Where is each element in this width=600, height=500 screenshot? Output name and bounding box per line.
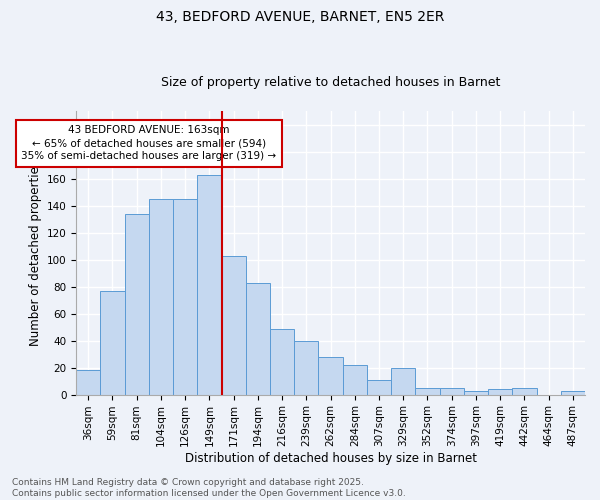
Bar	[76, 370, 100, 394]
Title: Size of property relative to detached houses in Barnet: Size of property relative to detached ho…	[161, 76, 500, 90]
Bar	[367, 380, 391, 394]
Y-axis label: Number of detached properties: Number of detached properties	[29, 160, 43, 346]
Bar	[149, 199, 173, 394]
Bar	[173, 199, 197, 394]
Bar	[221, 256, 246, 394]
Bar	[464, 390, 488, 394]
Bar	[343, 365, 367, 394]
Text: 43, BEDFORD AVENUE, BARNET, EN5 2ER: 43, BEDFORD AVENUE, BARNET, EN5 2ER	[156, 10, 444, 24]
Bar	[319, 357, 343, 395]
Bar	[391, 368, 415, 394]
Bar	[246, 282, 270, 395]
Text: Contains HM Land Registry data © Crown copyright and database right 2025.
Contai: Contains HM Land Registry data © Crown c…	[12, 478, 406, 498]
Bar	[125, 214, 149, 394]
Bar	[100, 291, 125, 395]
Bar	[440, 388, 464, 394]
Bar	[561, 390, 585, 394]
Bar	[270, 328, 294, 394]
Bar	[294, 340, 319, 394]
Bar	[415, 388, 440, 394]
X-axis label: Distribution of detached houses by size in Barnet: Distribution of detached houses by size …	[185, 452, 476, 465]
Bar	[512, 388, 536, 394]
Bar	[197, 175, 221, 394]
Bar	[488, 389, 512, 394]
Text: 43 BEDFORD AVENUE: 163sqm
← 65% of detached houses are smaller (594)
35% of semi: 43 BEDFORD AVENUE: 163sqm ← 65% of detac…	[21, 125, 277, 162]
